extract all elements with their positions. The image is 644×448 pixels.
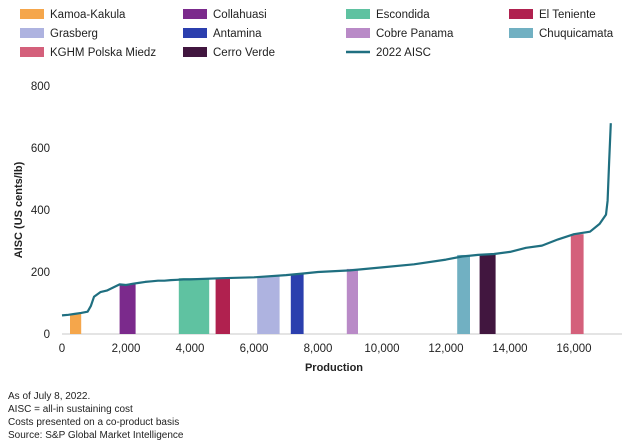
x-tick-label: 16,000 (556, 343, 591, 355)
legend-item: KGHM Polska Miedz (20, 47, 156, 59)
note-as-of: As of July 8, 2022. (8, 391, 91, 402)
legend-swatch (509, 28, 533, 38)
legend-label: KGHM Polska Miedz (50, 47, 156, 59)
bar-antamina (290, 273, 304, 334)
legend-item: Collahuasi (183, 9, 267, 21)
x-tick-label: 14,000 (492, 343, 527, 355)
aisc-chart: Kamoa-Kakula Collahuasi Escondida El Tenien… (13, 9, 622, 374)
x-axis-title: Production (305, 362, 363, 374)
legend: Kamoa-Kakula Collahuasi Escondida El Tenien… (20, 9, 614, 59)
x-tick-label: 6,000 (240, 343, 269, 355)
bar-collahuasi (119, 284, 136, 334)
legend-item: Grasberg (20, 28, 98, 40)
legend-item: Antamina (183, 28, 262, 40)
x-axis-ticks: 0 2,000 4,000 6,000 8,000 10,000 12,000 14,000 1… (59, 343, 592, 355)
x-tick-label: 0 (59, 343, 65, 355)
y-tick-label: 400 (31, 205, 50, 217)
note-aisc-definition: AISC = all-in sustaining cost (8, 404, 133, 415)
legend-swatch (20, 47, 44, 57)
aisc-curve (61, 123, 612, 317)
note-source: Source: S&P Global Market Intelligence (8, 430, 184, 441)
legend-swatch (20, 9, 44, 19)
legend-swatch (509, 9, 533, 19)
x-tick-label: 8,000 (304, 343, 333, 355)
y-tick-label: 600 (31, 143, 50, 155)
y-tick-label: 0 (44, 329, 50, 341)
legend-label: Cobre Panama (376, 28, 454, 40)
legend-item: Escondida (346, 9, 430, 21)
legend-swatch (346, 9, 370, 19)
legend-item: Kamoa-Kakula (20, 9, 126, 21)
y-tick-label: 200 (31, 267, 50, 279)
bar-el-teniente (215, 278, 230, 334)
legend-swatch (346, 28, 370, 38)
bar-kamoa-kakula (70, 313, 82, 334)
bar-cobre-panama (346, 268, 358, 334)
legend-swatch (183, 28, 207, 38)
legend-label: Grasberg (50, 28, 98, 40)
x-tick-label: 12,000 (428, 343, 463, 355)
legend-label: 2022 AISC (376, 47, 431, 59)
legend-label: Escondida (376, 9, 430, 21)
bars (70, 234, 584, 334)
legend-label: Collahuasi (213, 9, 267, 21)
legend-item: 2022 AISC (346, 47, 431, 59)
legend-label: Antamina (213, 28, 262, 40)
bar-escondida (178, 278, 210, 334)
bar-chuquicamata (457, 254, 470, 334)
bar-kghm-polska-miedz (570, 234, 584, 334)
note-co-product-basis: Costs presented on a co-product basis (8, 417, 180, 428)
legend-item: Chuquicamata (509, 28, 614, 40)
legend-item: Cobre Panama (346, 28, 454, 40)
y-tick-label: 800 (31, 81, 50, 93)
legend-swatch (183, 47, 207, 57)
x-tick-label: 10,000 (364, 343, 399, 355)
legend-label: Chuquicamata (539, 28, 614, 40)
y-axis-title: AISC (US cents/lb) (13, 161, 25, 258)
x-tick-label: 2,000 (112, 343, 141, 355)
legend-swatch (20, 28, 44, 38)
footnotes: As of July 8, 2022. AISC = all-in sustai… (8, 390, 183, 442)
legend-label: El Teniente (539, 9, 596, 21)
legend-label: Cerro Verde (213, 47, 275, 59)
legend-label: Kamoa-Kakula (50, 9, 126, 21)
x-tick-label: 4,000 (176, 343, 205, 355)
y-axis-ticks: 0 200 400 600 800 (31, 81, 50, 341)
bar-cerro-verde (479, 254, 496, 334)
legend-item: Cerro Verde (183, 47, 275, 59)
plot-area: 0 2,000 4,000 6,000 8,000 10,000 12,000 14,000 1… (31, 81, 622, 355)
legend-item: El Teniente (509, 9, 596, 21)
legend-swatch (183, 9, 207, 19)
bar-grasberg (257, 276, 280, 334)
